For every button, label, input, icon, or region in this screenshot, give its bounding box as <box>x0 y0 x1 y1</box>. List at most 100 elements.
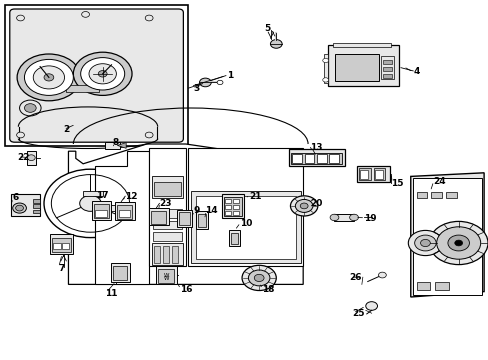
Bar <box>33 199 40 203</box>
Circle shape <box>89 64 116 84</box>
Circle shape <box>17 54 81 101</box>
Circle shape <box>27 155 35 161</box>
Bar <box>111 263 130 282</box>
Text: 10: 10 <box>239 219 251 228</box>
Circle shape <box>322 58 328 63</box>
Circle shape <box>20 100 41 116</box>
Bar <box>328 154 338 163</box>
Circle shape <box>145 132 153 138</box>
Bar <box>233 199 239 203</box>
Bar <box>179 212 189 225</box>
Bar <box>373 168 385 180</box>
Text: 1: 1 <box>227 71 233 80</box>
Text: 25: 25 <box>351 309 364 318</box>
Bar <box>151 243 183 265</box>
Text: 9: 9 <box>193 206 199 215</box>
Bar <box>222 194 244 218</box>
Text: 19: 19 <box>364 214 376 223</box>
Bar <box>61 243 69 249</box>
Text: 4: 4 <box>412 68 419 77</box>
Circle shape <box>217 80 223 85</box>
Circle shape <box>290 196 317 216</box>
Bar <box>290 153 342 164</box>
Bar <box>225 205 231 209</box>
Bar <box>152 232 182 241</box>
Bar <box>224 197 241 216</box>
Bar <box>27 151 36 165</box>
Bar <box>105 142 120 149</box>
Bar <box>50 234 73 254</box>
Circle shape <box>13 203 26 213</box>
Circle shape <box>378 272 386 278</box>
Circle shape <box>254 274 264 282</box>
Bar <box>92 201 111 220</box>
Bar <box>327 45 398 86</box>
Circle shape <box>242 265 276 291</box>
Bar <box>334 54 378 81</box>
Circle shape <box>454 240 462 246</box>
Bar <box>151 211 165 224</box>
Bar <box>225 211 231 215</box>
Polygon shape <box>95 151 149 284</box>
Bar <box>53 243 61 249</box>
Bar <box>334 214 353 221</box>
Bar <box>332 43 390 47</box>
Text: 7: 7 <box>59 264 65 273</box>
Circle shape <box>270 40 282 48</box>
Bar <box>117 205 132 219</box>
Bar <box>154 246 160 263</box>
Circle shape <box>98 71 107 77</box>
Bar <box>113 266 127 280</box>
Circle shape <box>436 227 480 259</box>
Bar <box>292 154 302 163</box>
Circle shape <box>407 230 442 256</box>
Circle shape <box>414 235 435 251</box>
Text: 21: 21 <box>249 192 262 201</box>
Bar <box>381 56 393 79</box>
Circle shape <box>295 199 312 212</box>
Bar <box>382 74 391 78</box>
Circle shape <box>44 169 137 238</box>
Bar <box>416 282 429 290</box>
Bar <box>33 210 40 213</box>
Bar <box>382 60 391 64</box>
Text: 3: 3 <box>193 84 199 93</box>
Circle shape <box>16 205 23 211</box>
Bar <box>163 246 168 263</box>
Text: 23: 23 <box>159 199 171 208</box>
Text: W: W <box>163 273 169 278</box>
Bar <box>358 168 370 180</box>
Circle shape <box>73 52 132 95</box>
Bar <box>98 205 117 211</box>
Bar <box>195 196 295 259</box>
Bar <box>5 5 188 146</box>
Bar <box>360 170 367 179</box>
Bar <box>52 238 71 252</box>
Bar <box>83 191 102 196</box>
Bar <box>188 148 303 266</box>
Bar <box>151 176 183 198</box>
Bar <box>233 211 239 215</box>
Bar <box>382 67 391 71</box>
Circle shape <box>349 214 358 221</box>
Bar <box>195 211 208 229</box>
Bar <box>152 244 182 252</box>
Bar <box>149 148 185 266</box>
Bar <box>177 210 191 227</box>
Text: 5: 5 <box>264 24 270 33</box>
Text: 18: 18 <box>261 285 274 294</box>
Bar <box>288 149 344 166</box>
Bar <box>152 221 182 229</box>
Bar <box>156 266 177 284</box>
Bar <box>445 192 456 198</box>
Text: 8: 8 <box>112 138 119 147</box>
Text: 26: 26 <box>349 274 362 282</box>
Text: 11: 11 <box>105 289 118 298</box>
Text: 14: 14 <box>205 206 218 215</box>
Text: 17: 17 <box>96 191 109 200</box>
Circle shape <box>329 214 338 221</box>
Text: 24: 24 <box>432 177 445 186</box>
Bar <box>115 202 135 220</box>
Bar <box>119 210 129 217</box>
Text: 2: 2 <box>63 125 70 134</box>
